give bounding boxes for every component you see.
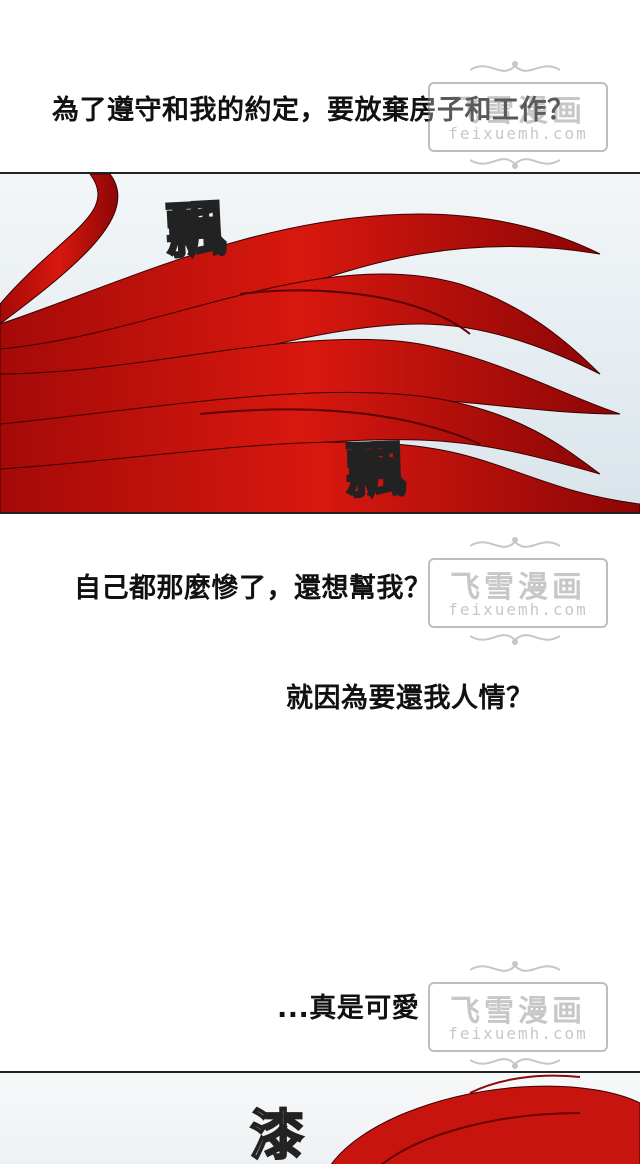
sfx-flutter-1: 飄 [163,194,225,269]
dialogue-line-4: ...真是可愛 [277,993,420,1024]
ornament-icon [470,61,560,72]
dialogue-line-1: 為了遵守和我的約定，要放棄房子和工作？ [52,95,575,126]
ornament-icon [470,961,560,972]
watermark-logo: 飞雪漫画 feixuemh.com [410,526,620,646]
watermark-logo: 飞雪漫画 feixuemh.com [410,950,620,1070]
ornament-icon [470,1058,560,1069]
watermark-site: feixuemh.com [448,600,588,619]
red-hair-illustration-2 [330,1074,640,1164]
dialogue-line-3: 就因為要還我人情？ [286,683,534,714]
watermark-title: 飞雪漫画 [450,994,586,1029]
ornament-icon [470,158,560,169]
ornament-icon [470,634,560,645]
ornament-icon [470,537,560,548]
sfx-panel2: 漆 [249,1102,305,1164]
watermark-title: 飞雪漫画 [450,570,586,605]
red-hair-illustration [0,174,640,512]
hair-panel-2: 漆 [0,1071,640,1164]
sfx-flutter-2: 飄 [344,434,404,508]
watermark-site: feixuemh.com [448,1024,588,1043]
hair-panel-1: 飄 飄 [0,172,640,514]
dialogue-line-2: 自己都那麼慘了，還想幫我？ [74,573,432,604]
